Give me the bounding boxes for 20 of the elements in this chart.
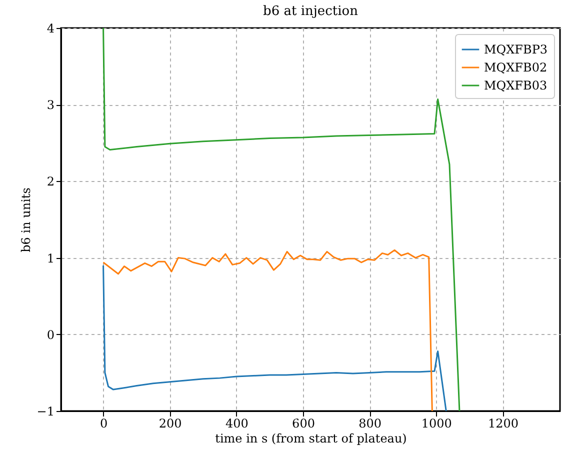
x-tick-label: 800 <box>358 416 382 430</box>
x-tick-label: 400 <box>225 416 248 430</box>
y-tick-label: 1 <box>46 251 54 266</box>
x-tick-label: 1200 <box>488 416 519 430</box>
y-tick-label: 2 <box>46 174 54 189</box>
x-tick-label: 600 <box>292 416 315 430</box>
y-tick-label: 0 <box>46 328 54 342</box>
legend-label: MQXFBP3 <box>484 42 548 56</box>
line-series <box>102 28 460 411</box>
y-tick-label: 4 <box>46 22 55 36</box>
chart-title: b6 at injection <box>263 4 359 19</box>
x-tick-label: 1000 <box>421 416 452 430</box>
y-tick-label: −1 <box>36 404 54 418</box>
x-tick-label: 0 <box>100 416 108 430</box>
x-tick-label: 200 <box>158 416 182 430</box>
legend-label: MQXFB02 <box>484 60 548 74</box>
legend-label: MQXFB03 <box>484 78 548 92</box>
x-axis-title: time in s (from start of plateau) <box>215 432 407 446</box>
y-tick-label: 3 <box>46 98 54 112</box>
y-axis-title: b6 in units <box>18 188 33 252</box>
